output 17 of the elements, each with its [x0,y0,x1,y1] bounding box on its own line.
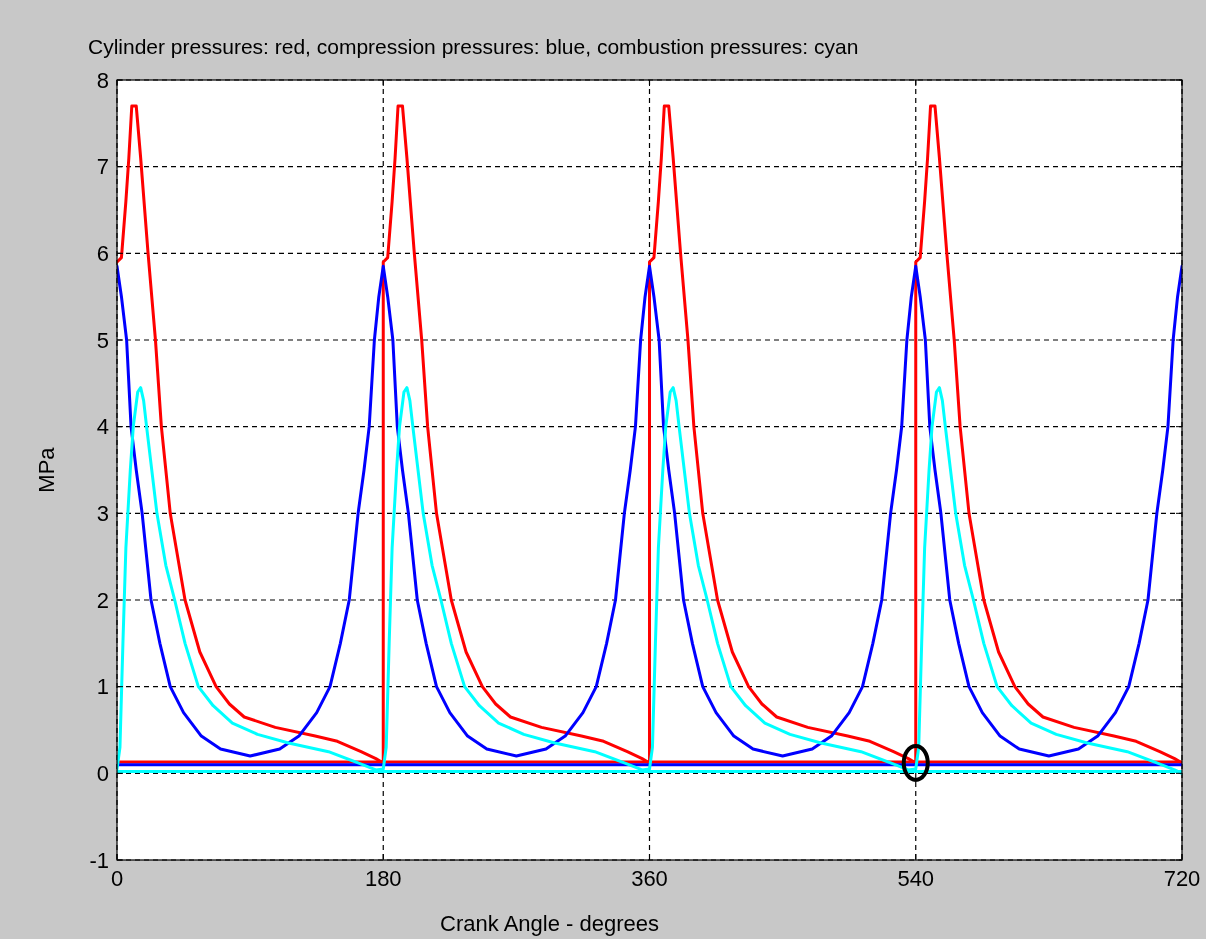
y-tick-label: 5 [96,327,109,353]
chart-title: Cylinder pressures: red, compression pressures: blue, combustion pressures: cyan [88,35,859,58]
y-tick-label: 1 [96,674,109,700]
x-tick-label: 180 [364,866,402,891]
y-tick-label: 8 [96,67,109,93]
y-tick-label: 4 [96,414,109,440]
y-axis-title: MPa [34,446,59,493]
x-tick-label: 540 [897,866,935,891]
x-axis-title: Crank Angle - degrees [440,911,659,936]
x-tick-label: 720 [1163,866,1201,891]
x-tick-label: 360 [631,866,668,891]
y-tick-label: 0 [96,760,109,786]
y-tick-label: 6 [96,240,109,266]
y-tick-label: -1 [89,847,109,873]
y-tick-label: 7 [96,154,109,180]
y-tick-label: 2 [96,587,109,613]
y-tick-label: 3 [96,500,109,526]
